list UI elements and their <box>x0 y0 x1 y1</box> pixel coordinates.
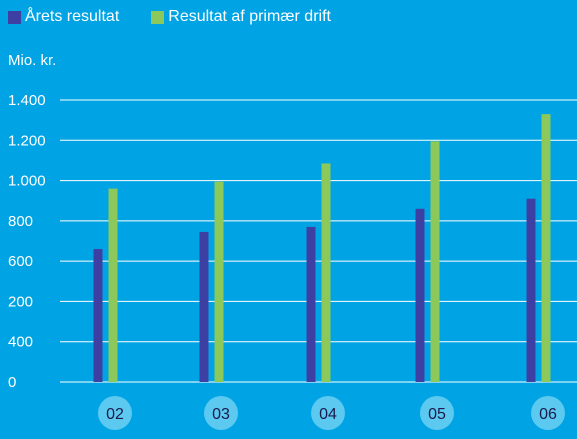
x-tick-label: 04 <box>319 406 337 423</box>
y-tick-label: 400 <box>8 334 33 351</box>
y-tick-label: 200 <box>8 293 33 310</box>
legend-label-resultat-primaer-drift: Resultat af primær drift <box>168 8 331 25</box>
category-badge <box>311 396 345 430</box>
legend-item-arets-resultat: Årets resultat <box>8 8 119 26</box>
legend-item-resultat-primaer-drift: Resultat af primær drift <box>151 8 331 26</box>
category-badge <box>420 396 454 430</box>
legend-swatch-resultat-primaer-drift <box>151 10 165 24</box>
bar-arets-resultat <box>306 226 316 382</box>
y-axis-unit-label: Mio. kr. <box>8 52 57 69</box>
bar-resultat-primaer-drift <box>321 163 331 382</box>
category-badge <box>204 396 238 430</box>
y-tick-label: 1.200 <box>8 132 46 149</box>
y-tick-label: 600 <box>8 253 33 270</box>
bar-resultat-primaer-drift <box>108 188 118 382</box>
y-tick-label: 0 <box>8 374 16 391</box>
bar-arets-resultat <box>526 198 536 382</box>
x-tick-label: 02 <box>106 406 124 423</box>
y-tick-label: 1.400 <box>8 92 46 109</box>
x-tick-label: 05 <box>428 406 446 423</box>
x-tick-label: 06 <box>539 406 557 423</box>
legend-swatch-arets-resultat <box>8 10 21 24</box>
legend-label-arets-resultat: Årets resultat <box>25 8 120 25</box>
bar-arets-resultat <box>199 231 209 382</box>
bar-arets-resultat <box>415 208 425 382</box>
bar-resultat-primaer-drift <box>430 141 440 382</box>
bar-arets-resultat <box>93 249 103 382</box>
y-tick-label: 800 <box>8 213 33 230</box>
y-tick-label: 1.000 <box>8 173 46 190</box>
legend: Årets resultat Resultat af primær drift <box>8 8 363 26</box>
category-badge <box>98 396 132 430</box>
category-badge <box>531 396 565 430</box>
bar-resultat-primaer-drift <box>541 114 551 382</box>
x-tick-label: 03 <box>212 406 230 423</box>
bar-resultat-primaer-drift <box>214 181 224 382</box>
